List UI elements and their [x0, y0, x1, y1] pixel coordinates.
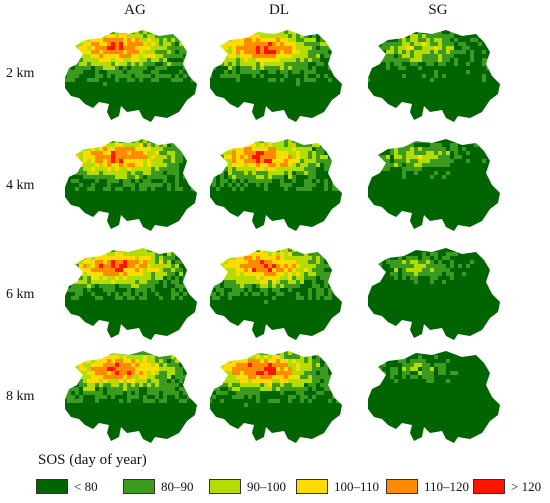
- sos-map-ag-2km: [55, 26, 200, 124]
- legend-swatch-100-110: [296, 479, 328, 494]
- legend-title: SOS (day of year): [38, 452, 147, 468]
- sos-map-dl-8km: [200, 347, 345, 445]
- column-header-sg: SG: [428, 2, 448, 18]
- sos-map-sg-8km: [358, 347, 503, 445]
- row-label-6km: 6 km: [6, 287, 35, 302]
- row-label-4km: 4 km: [6, 178, 35, 193]
- row-label-2km: 2 km: [6, 66, 35, 81]
- sos-map-dl-4km: [200, 135, 345, 233]
- sos-map-ag-6km: [55, 244, 200, 342]
- legend-swatch-80-90: [123, 479, 155, 494]
- column-header-ag: AG: [124, 2, 146, 18]
- legend-label-100-110: 100–110: [334, 479, 380, 494]
- sos-map-sg-4km: [358, 135, 503, 233]
- sos-map-ag-8km: [55, 347, 200, 445]
- sos-map-sg-6km: [358, 244, 503, 342]
- legend-swatch-gt120: [473, 479, 505, 494]
- column-header-dl: DL: [269, 2, 289, 18]
- legend-label-110-120: 110–120: [424, 479, 470, 494]
- row-label-8km: 8 km: [6, 389, 35, 404]
- legend-label-80-90: 80–90: [161, 479, 194, 494]
- legend-swatch-110-120: [386, 479, 418, 494]
- sos-map-dl-2km: [200, 26, 345, 124]
- legend-swatch-lt80: [36, 479, 68, 494]
- sos-map-dl-6km: [200, 244, 345, 342]
- legend-label-lt80: < 80: [74, 479, 98, 494]
- sos-map-ag-4km: [55, 135, 200, 233]
- sos-map-sg-2km: [358, 26, 503, 124]
- legend-label-gt120: > 120: [511, 479, 542, 494]
- legend-swatch-90-100: [209, 479, 241, 494]
- legend-label-90-100: 90–100: [247, 479, 286, 494]
